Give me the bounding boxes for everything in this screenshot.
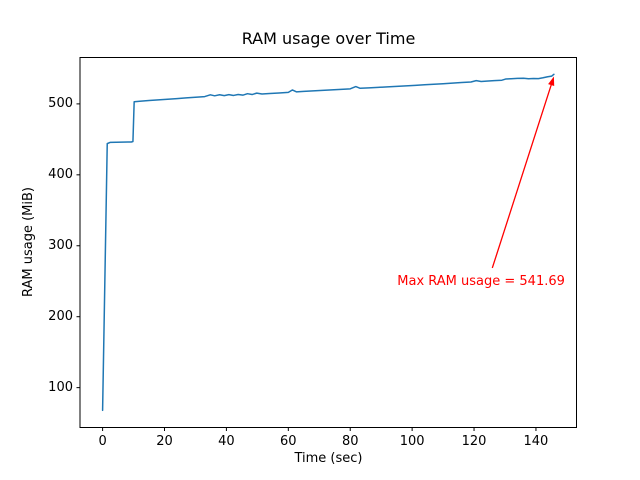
y-tick-label: 400 xyxy=(48,167,73,183)
y-tick-label: 100 xyxy=(48,380,73,396)
ram-usage-line xyxy=(101,73,555,412)
x-tick-label: 40 xyxy=(218,433,235,449)
max-annotation-text: Max RAM usage = 541.69 xyxy=(397,274,565,290)
annotation-arrow xyxy=(491,80,554,269)
x-tick-label: 20 xyxy=(156,433,173,449)
y-tick-label: 300 xyxy=(48,238,73,254)
axes-spines xyxy=(79,57,577,428)
x-tick-label: 140 xyxy=(523,433,549,449)
annotation-arrowhead xyxy=(548,76,555,87)
x-tick-label: 80 xyxy=(341,433,359,449)
x-tick-label: 0 xyxy=(98,433,107,449)
chart-title: RAM usage over Time xyxy=(241,29,416,48)
y-tick-label: 200 xyxy=(48,309,73,325)
x-tick-label: 100 xyxy=(399,433,425,449)
x-tick-label: 120 xyxy=(461,433,487,449)
x-tick-label: 60 xyxy=(280,433,297,449)
x-axis-label: Time (sec) xyxy=(294,451,363,466)
y-tick-label: 500 xyxy=(48,96,73,112)
